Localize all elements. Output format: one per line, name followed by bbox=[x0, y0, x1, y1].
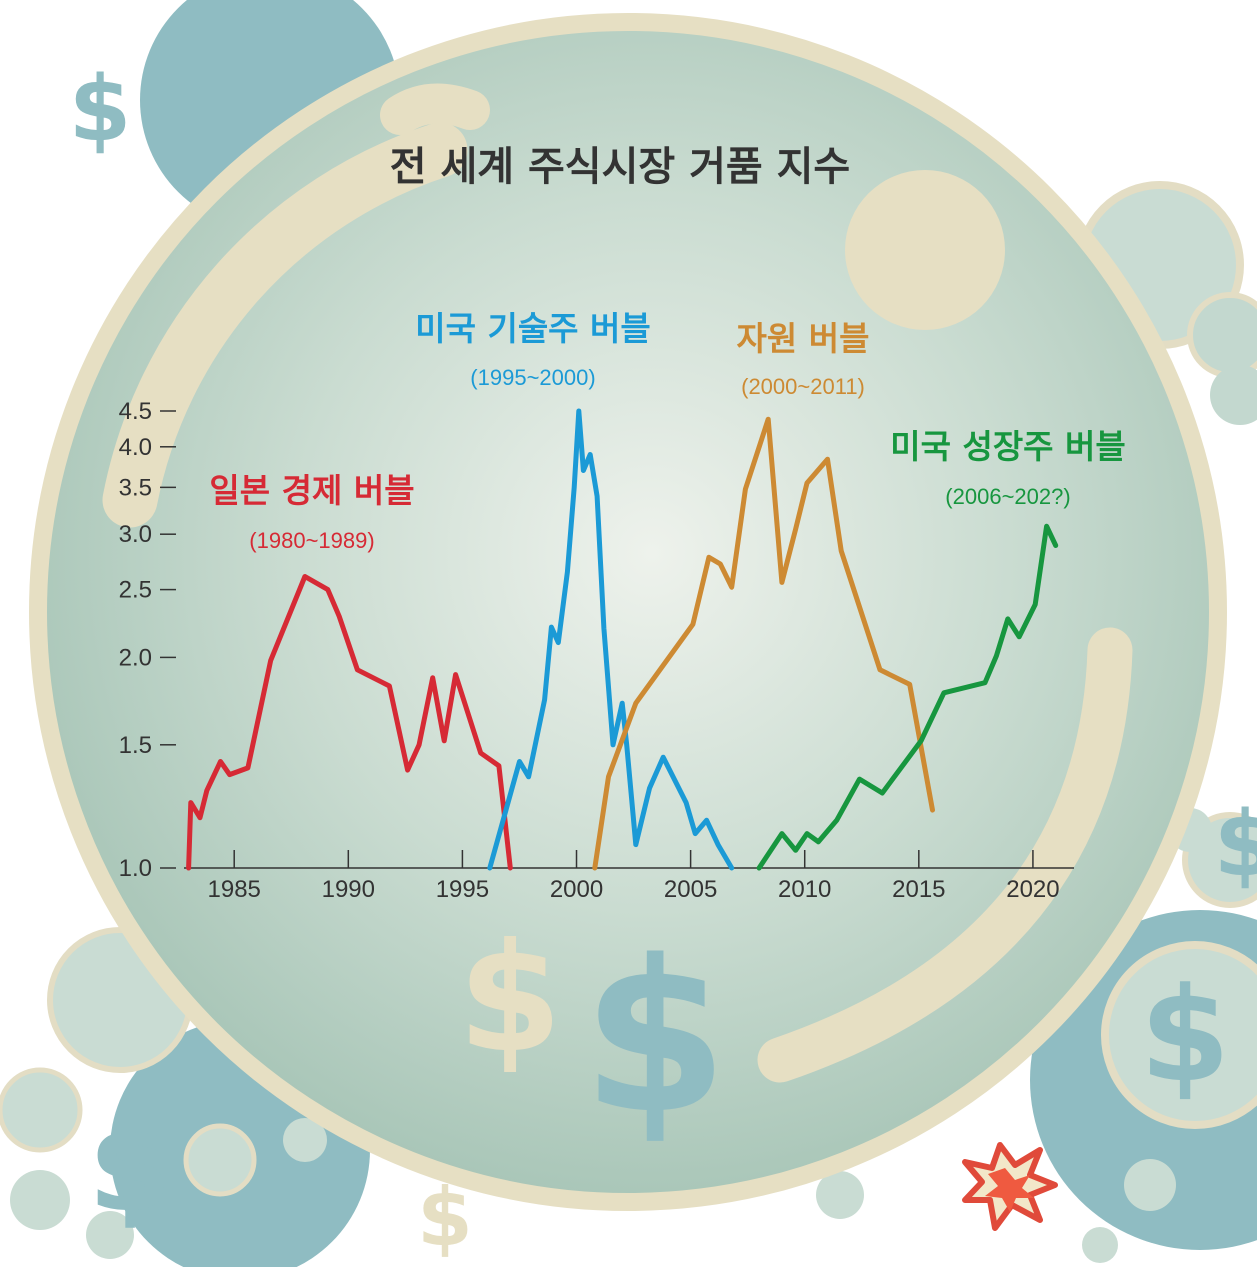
bg-bubble bbox=[183, 1123, 257, 1197]
series-period-tech: (1995~2000) bbox=[470, 365, 595, 390]
y-tick-label: 2.5 bbox=[119, 577, 152, 604]
chart-title: 전 세계 주식시장 거품 지수 bbox=[390, 144, 851, 190]
y-tick-label: 4.0 bbox=[119, 434, 152, 461]
y-tick-label: 3.0 bbox=[119, 521, 152, 548]
series-line-resource bbox=[592, 416, 935, 871]
bubble-highlight bbox=[102, 122, 468, 528]
y-tick-label: 1.5 bbox=[119, 732, 152, 759]
main-bubble bbox=[29, 13, 1227, 1211]
dollar-sign-icon: $ bbox=[1214, 792, 1257, 897]
dollar-sign-icon: $ bbox=[69, 57, 132, 162]
bg-bubble bbox=[816, 1171, 864, 1219]
series-label-growth: 미국 성장주 버블 bbox=[890, 427, 1126, 466]
chart-axes: 1985 1990 1995 2000 2005 2010 2015 2020 1.0 1.5 2… bbox=[119, 398, 1074, 903]
dollar-sign-icon: $ bbox=[88, 1100, 172, 1239]
x-tick-label: 1990 bbox=[322, 876, 375, 903]
series-label-japan: 일본 경제 버블 bbox=[209, 471, 414, 510]
x-tick-label: 1995 bbox=[436, 876, 489, 903]
bg-bubble bbox=[10, 1170, 70, 1230]
series-period-growth: (2006~202?) bbox=[945, 484, 1070, 509]
dollar-signs: $ $ $ $ $ $ $ bbox=[69, 57, 1257, 1264]
bg-bubble bbox=[1124, 1159, 1176, 1211]
series-label-tech: 미국 기술주 버블 bbox=[415, 309, 651, 348]
y-tick-label: 2.0 bbox=[119, 644, 152, 671]
y-tick-label: 1.0 bbox=[119, 855, 152, 882]
series-label-resource: 자원 버블 bbox=[737, 319, 870, 358]
y-tick-label: 3.5 bbox=[119, 474, 152, 501]
bg-bubble bbox=[1187, 292, 1257, 378]
series-line-growth bbox=[756, 523, 1059, 871]
y-tick-label: 4.5 bbox=[119, 398, 152, 425]
series-period-resource: (2000~2011) bbox=[741, 374, 865, 399]
x-axis-ticks: 1985 1990 1995 2000 2005 2010 2015 2020 bbox=[208, 850, 1060, 903]
y-axis-ticks: 1.0 1.5 2.0 2.5 3.0 3.5 4.0 4.5 bbox=[119, 398, 176, 882]
dollar-sign-icon: $ bbox=[458, 912, 562, 1086]
bg-bubble bbox=[1082, 1227, 1118, 1263]
x-tick-label: 2005 bbox=[664, 876, 717, 903]
series-lines bbox=[186, 408, 1059, 871]
series-labels: 일본 경제 버블 (1980~1989) 미국 기술주 버블 (1995~200… bbox=[209, 309, 1125, 553]
bg-bubble bbox=[1101, 941, 1257, 1129]
bg-bubble bbox=[0, 1067, 83, 1153]
dollar-sign-icon: $ bbox=[582, 915, 728, 1160]
series-period-japan: (1980~1989) bbox=[249, 528, 374, 553]
bubble-highlight bbox=[380, 83, 490, 135]
x-tick-label: 2020 bbox=[1006, 876, 1059, 903]
series-line-japan bbox=[186, 574, 513, 871]
bg-bubble bbox=[1210, 365, 1257, 425]
bubble-highlight bbox=[845, 170, 1005, 330]
bg-bubble bbox=[86, 1211, 134, 1259]
dollar-sign-icon: $ bbox=[417, 1171, 473, 1264]
dollar-sign-icon: $ bbox=[1140, 959, 1230, 1111]
x-tick-label: 2000 bbox=[550, 876, 603, 903]
bubble-highlight bbox=[757, 627, 1133, 1083]
bg-bubble bbox=[283, 1118, 327, 1162]
x-tick-label: 1985 bbox=[208, 876, 261, 903]
pop-burst-icon bbox=[962, 1142, 1058, 1231]
series-line-tech bbox=[487, 408, 735, 871]
x-tick-label: 2010 bbox=[778, 876, 831, 903]
x-tick-label: 2015 bbox=[892, 876, 945, 903]
